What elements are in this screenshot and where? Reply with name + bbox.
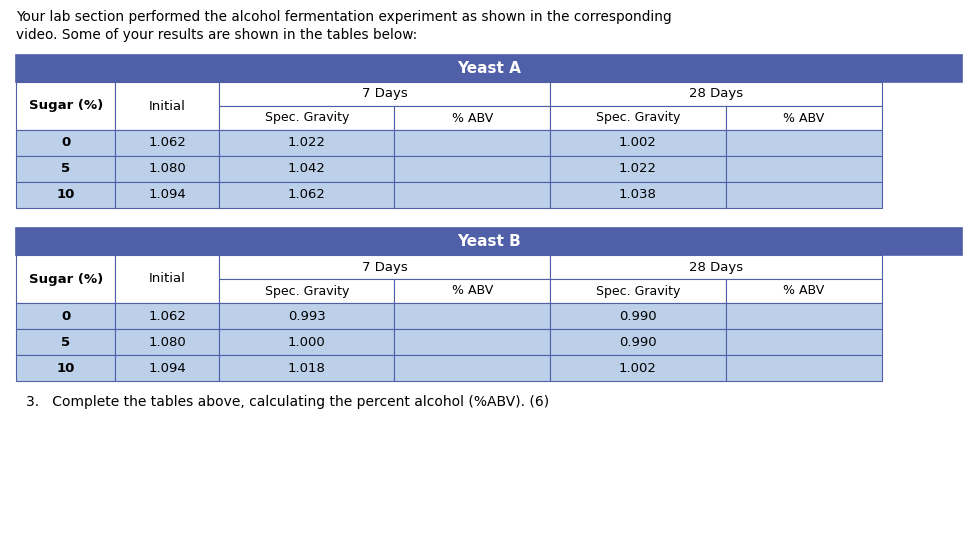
Bar xyxy=(219,303,394,329)
Bar xyxy=(115,329,219,355)
Text: Spec. Gravity: Spec. Gravity xyxy=(595,112,679,125)
Bar xyxy=(725,355,880,381)
Bar xyxy=(219,182,394,208)
Text: 1.002: 1.002 xyxy=(618,136,657,150)
Bar xyxy=(219,355,394,381)
Text: Spec. Gravity: Spec. Gravity xyxy=(265,284,349,298)
Bar xyxy=(219,329,394,355)
Text: 1.018: 1.018 xyxy=(287,362,325,374)
Bar xyxy=(219,82,550,106)
Bar xyxy=(219,279,394,303)
Text: 1.094: 1.094 xyxy=(149,188,186,201)
Bar xyxy=(219,106,394,130)
Text: 1.080: 1.080 xyxy=(149,162,186,176)
Text: % ABV: % ABV xyxy=(451,284,492,298)
Bar xyxy=(115,303,219,329)
Bar xyxy=(16,82,115,130)
Bar xyxy=(16,55,961,82)
Text: % ABV: % ABV xyxy=(451,112,492,125)
Text: Sugar (%): Sugar (%) xyxy=(28,273,103,285)
Bar xyxy=(725,156,880,182)
Text: 28 Days: 28 Days xyxy=(688,261,743,273)
Bar xyxy=(394,329,550,355)
Bar xyxy=(550,106,725,130)
Text: 3.   Complete the tables above, calculating the percent alcohol (%ABV). (6): 3. Complete the tables above, calculatin… xyxy=(26,395,548,409)
Text: Sugar (%): Sugar (%) xyxy=(28,99,103,113)
Bar xyxy=(725,106,880,130)
Bar xyxy=(219,130,394,156)
Text: 1.062: 1.062 xyxy=(149,136,186,150)
Text: Initial: Initial xyxy=(149,99,186,113)
Text: Spec. Gravity: Spec. Gravity xyxy=(595,284,679,298)
Bar xyxy=(550,182,725,208)
Bar xyxy=(725,329,880,355)
Bar xyxy=(219,156,394,182)
Bar xyxy=(16,303,115,329)
Bar xyxy=(16,255,115,303)
Bar xyxy=(16,355,115,381)
Bar xyxy=(725,303,880,329)
Bar xyxy=(550,156,725,182)
Bar xyxy=(219,255,550,279)
Bar xyxy=(16,156,115,182)
Bar xyxy=(725,279,880,303)
Bar xyxy=(394,130,550,156)
Text: Your lab section performed the alcohol fermentation experiment as shown in the c: Your lab section performed the alcohol f… xyxy=(16,10,671,24)
Text: 1.094: 1.094 xyxy=(149,362,186,374)
Text: 28 Days: 28 Days xyxy=(688,88,743,100)
Bar xyxy=(550,255,880,279)
Bar xyxy=(115,355,219,381)
Bar xyxy=(115,182,219,208)
Text: % ABV: % ABV xyxy=(783,284,824,298)
Bar xyxy=(16,130,115,156)
Bar xyxy=(394,355,550,381)
Text: Initial: Initial xyxy=(149,273,186,285)
Text: 1.000: 1.000 xyxy=(287,336,325,348)
Text: 0: 0 xyxy=(61,310,70,322)
Bar xyxy=(725,130,880,156)
Bar xyxy=(550,279,725,303)
Bar xyxy=(394,106,550,130)
Text: 1.038: 1.038 xyxy=(618,188,657,201)
Bar xyxy=(16,182,115,208)
Bar xyxy=(550,329,725,355)
Text: video. Some of your results are shown in the tables below:: video. Some of your results are shown in… xyxy=(16,28,417,42)
Bar xyxy=(550,303,725,329)
Text: 10: 10 xyxy=(57,362,75,374)
Text: Yeast B: Yeast B xyxy=(456,234,521,249)
Text: Spec. Gravity: Spec. Gravity xyxy=(265,112,349,125)
Text: 0.990: 0.990 xyxy=(618,310,657,322)
Bar xyxy=(550,355,725,381)
Text: Yeast A: Yeast A xyxy=(456,61,521,76)
Bar xyxy=(16,329,115,355)
Text: 1.062: 1.062 xyxy=(287,188,325,201)
Text: 1.022: 1.022 xyxy=(618,162,657,176)
Bar xyxy=(394,279,550,303)
Bar xyxy=(394,303,550,329)
Bar xyxy=(115,130,219,156)
Text: 5: 5 xyxy=(61,162,70,176)
Bar xyxy=(550,130,725,156)
Bar xyxy=(16,228,961,255)
Text: 7 Days: 7 Days xyxy=(361,261,407,273)
Text: 0: 0 xyxy=(61,136,70,150)
Bar xyxy=(725,182,880,208)
Text: 1.042: 1.042 xyxy=(287,162,325,176)
Text: 1.022: 1.022 xyxy=(287,136,325,150)
Text: 10: 10 xyxy=(57,188,75,201)
Bar xyxy=(394,182,550,208)
Text: 1.062: 1.062 xyxy=(149,310,186,322)
Text: 5: 5 xyxy=(61,336,70,348)
Bar xyxy=(394,156,550,182)
Text: 1.002: 1.002 xyxy=(618,362,657,374)
Bar xyxy=(115,156,219,182)
Text: % ABV: % ABV xyxy=(783,112,824,125)
Text: 0.990: 0.990 xyxy=(618,336,657,348)
Bar xyxy=(115,82,219,130)
Text: 1.080: 1.080 xyxy=(149,336,186,348)
Bar xyxy=(115,255,219,303)
Text: 0.993: 0.993 xyxy=(287,310,325,322)
Text: 7 Days: 7 Days xyxy=(361,88,407,100)
Bar xyxy=(550,82,880,106)
